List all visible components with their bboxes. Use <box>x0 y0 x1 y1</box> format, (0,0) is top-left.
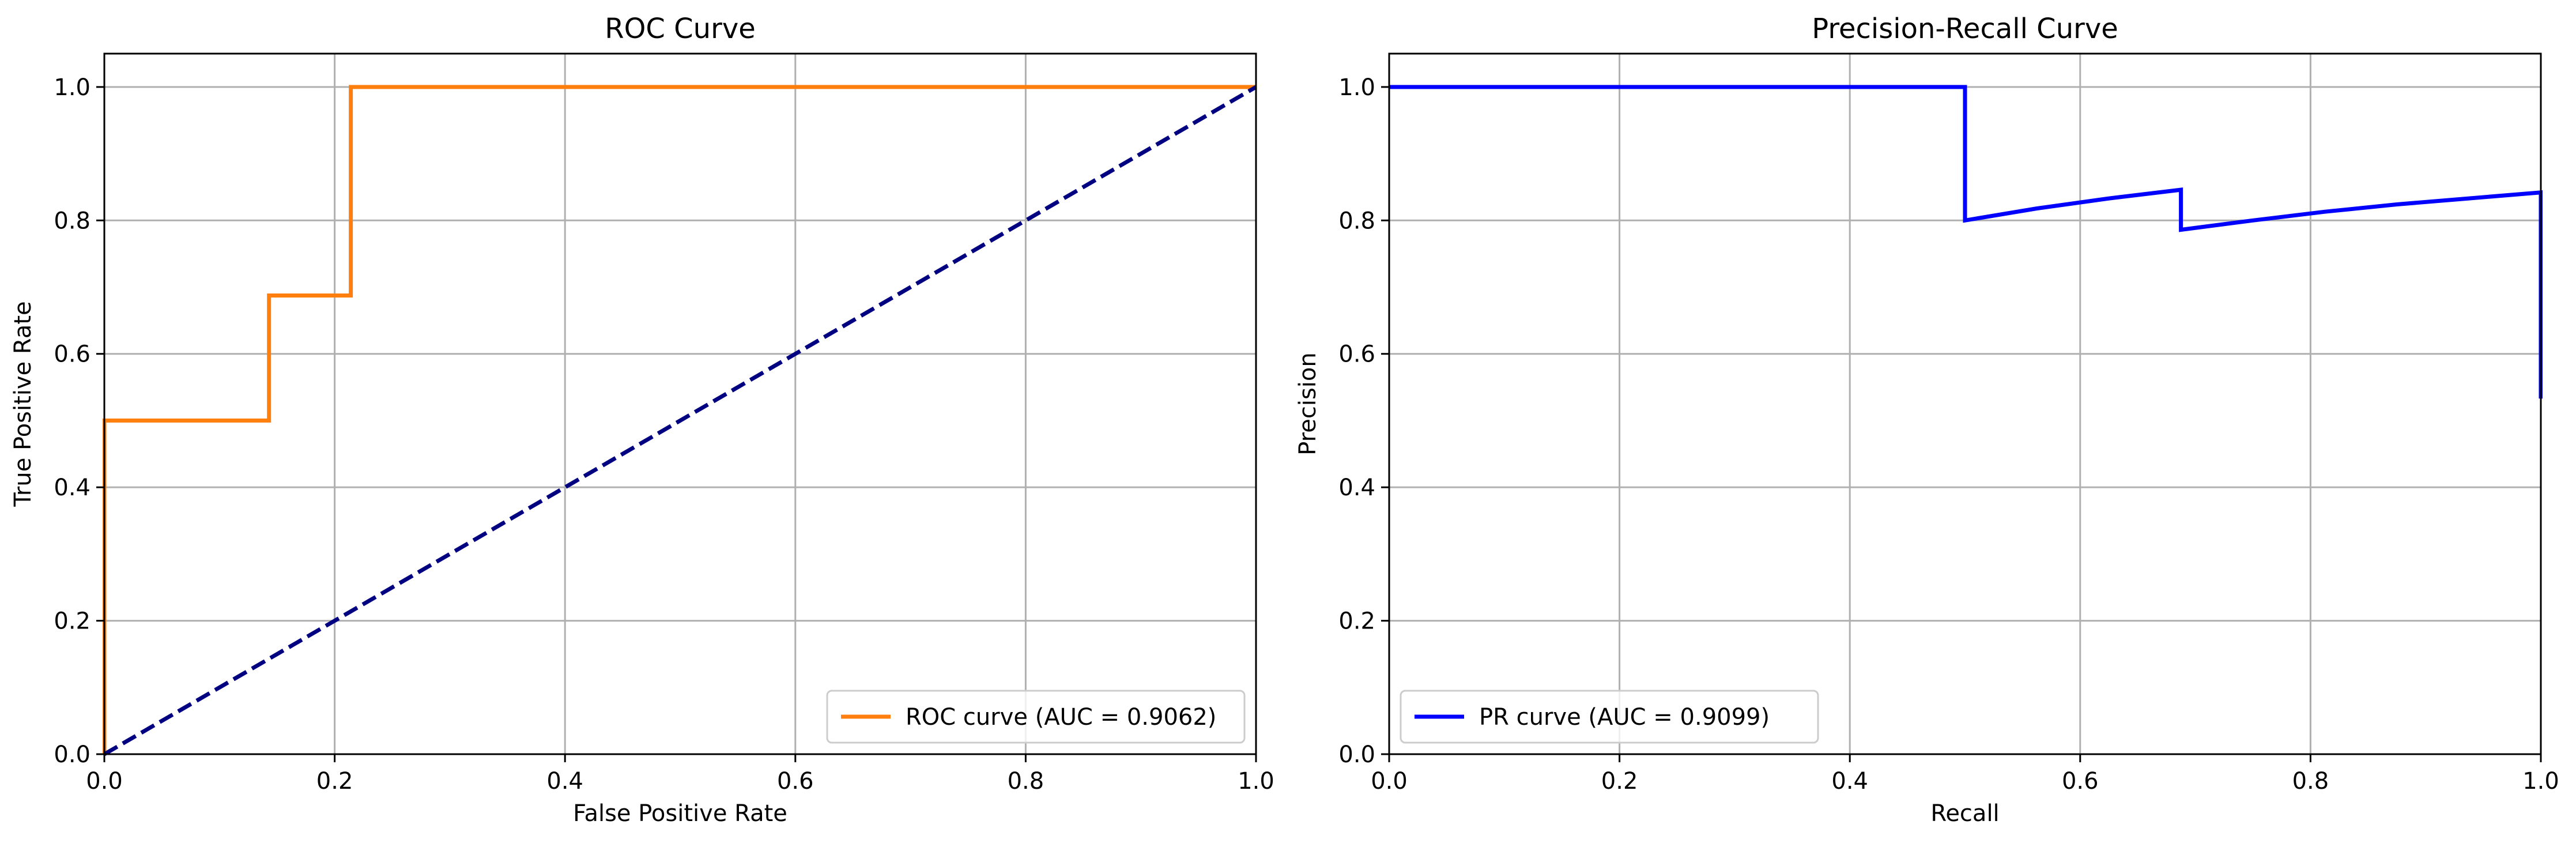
chart-title: Precision-Recall Curve <box>1812 13 2118 45</box>
x-axis-label: Recall <box>1930 800 1999 827</box>
y-tick-label: 0.2 <box>1338 608 1375 635</box>
y-tick-label: 1.0 <box>54 74 90 101</box>
y-tick-label: 0.4 <box>54 475 90 501</box>
x-tick-label: 0.2 <box>316 768 353 795</box>
y-tick-label: 1.0 <box>1338 74 1375 101</box>
x-tick-label: 0.8 <box>1008 768 1044 795</box>
plot-frame <box>1388 52 2542 755</box>
y-tick-label: 0.0 <box>1338 741 1375 768</box>
y-tick-label: 0.6 <box>54 341 90 368</box>
x-tick-label: 0.0 <box>86 768 123 795</box>
legend-box <box>826 690 1246 744</box>
x-tick-label: 0.4 <box>1831 768 1868 795</box>
x-tick-label: 0.8 <box>2292 768 2329 795</box>
chart-title: ROC Curve <box>605 13 756 45</box>
legend-box <box>1400 690 1819 744</box>
x-axis-label: False Positive Rate <box>573 800 787 827</box>
plot-frame <box>103 52 1257 755</box>
legend: ROC curve (AUC = 0.9062) <box>826 690 1246 744</box>
y-tick-label: 0.4 <box>1338 475 1375 501</box>
y-tick-label: 0.8 <box>54 208 90 234</box>
reference-line <box>103 85 1257 756</box>
x-tick-label: 0.6 <box>2062 768 2099 795</box>
x-tick-label: 1.0 <box>2522 768 2559 795</box>
y-axis-label: Precision <box>1295 352 1321 455</box>
series-line <box>1389 85 2543 399</box>
x-tick-label: 0.4 <box>546 768 583 795</box>
legend: PR curve (AUC = 0.9099) <box>1400 690 1819 744</box>
y-axis-label: True Positive Rate <box>10 301 36 507</box>
x-tick-label: 0.0 <box>1371 768 1408 795</box>
y-tick-label: 0.8 <box>1338 208 1375 234</box>
x-tick-label: 0.2 <box>1601 768 1638 795</box>
x-tick-label: 1.0 <box>1238 768 1274 795</box>
y-tick-label: 0.0 <box>54 741 90 768</box>
y-tick-label: 0.2 <box>54 608 90 635</box>
legend-label: ROC curve (AUC = 0.9062) <box>906 704 1216 731</box>
y-tick-label: 0.6 <box>1338 341 1375 368</box>
roc-chart: 0.0 0.2 0.4 0.6 0.8 1.0 0.0 0.2 0.4 0.6 0.8 1.0 ROC … <box>10 13 1274 827</box>
pr-chart: 0.0 0.2 0.4 0.6 0.8 1.0 0.0 0.2 0.4 0.6 0.8 1.0 Prec… <box>1295 13 2559 827</box>
x-tick-label: 0.6 <box>777 768 814 795</box>
legend-label: PR curve (AUC = 0.9099) <box>1479 704 1770 731</box>
